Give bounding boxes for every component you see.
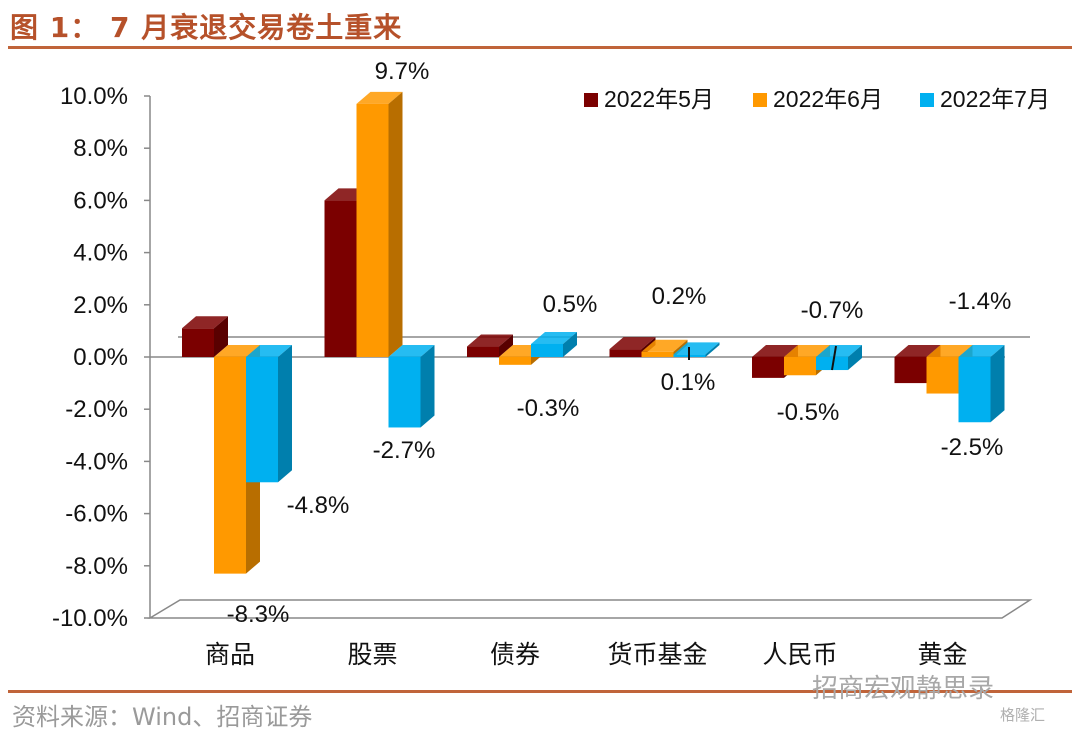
- data-label: -4.8%: [287, 492, 350, 519]
- chart-floor: [147, 599, 1033, 619]
- y-tick-label: -2.0%: [65, 396, 128, 423]
- y-tick-label: -4.0%: [65, 448, 128, 475]
- bar-0-2: [467, 334, 513, 357]
- y-tick-label: -6.0%: [65, 501, 128, 528]
- x-category-label: 人民币: [762, 641, 837, 669]
- bar-front: [388, 357, 421, 428]
- bar-front: [894, 357, 927, 384]
- bar-top: [673, 342, 720, 355]
- legend-swatch: [753, 93, 767, 107]
- legend-swatch: [584, 93, 598, 107]
- bar-front: [816, 357, 848, 371]
- data-label: -2.5%: [941, 434, 1004, 461]
- bar-side: [420, 345, 435, 428]
- site-watermark: 格隆汇: [1000, 706, 1046, 724]
- data-label: -0.5%: [777, 399, 840, 426]
- data-label: 9.7%: [375, 58, 430, 85]
- bar-front: [752, 357, 784, 378]
- y-tick-label: 10.0%: [60, 83, 128, 110]
- source-note: 资料来源：Wind、招商证券: [12, 703, 313, 731]
- bar-0-0: [182, 316, 228, 357]
- legend-label: 2022年6月: [773, 86, 883, 112]
- bar-front: [609, 349, 642, 357]
- legend-swatch: [920, 93, 934, 107]
- bar-chart: 10.0% 8.0% 6.0% 4.0% 2.0% 0.0% -2.0% -4.0% -6.0%…: [52, 58, 1050, 669]
- x-category-label: 债券: [490, 641, 540, 669]
- y-tick-label: 8.0%: [73, 135, 128, 162]
- data-label: -0.3%: [517, 395, 580, 422]
- y-tick-label: -10.0%: [52, 605, 128, 632]
- bar-0-4: [752, 345, 798, 378]
- y-tick-label: 2.0%: [73, 292, 128, 319]
- data-label: -1.4%: [949, 288, 1012, 315]
- bar-side: [214, 316, 228, 357]
- bar-2-0: [246, 345, 292, 483]
- legend-label: 2022年7月: [940, 86, 1050, 112]
- bar-top: [182, 316, 228, 329]
- bar-front: [214, 357, 246, 574]
- bar-side: [388, 91, 403, 357]
- bar-2-2: [531, 331, 577, 357]
- bar-top: [926, 345, 973, 357]
- bar-side: [499, 334, 513, 357]
- bar-side: [705, 342, 720, 357]
- bar-side: [848, 345, 862, 371]
- bar-top: [214, 345, 260, 357]
- bar-top: [894, 345, 941, 357]
- wechat-watermark: 招商宏观静思录: [812, 674, 995, 704]
- data-label: -8.3%: [227, 601, 290, 628]
- bar-front: [324, 200, 357, 357]
- bar-side: [563, 331, 577, 357]
- bar-front: [467, 346, 499, 357]
- bar-front: [784, 357, 816, 376]
- bar-top: [958, 345, 1005, 357]
- bar-2-1: [388, 345, 435, 428]
- chart-figure-title: 图 1： 7 月衰退交易卷土重来: [10, 11, 403, 44]
- title-divider: [8, 46, 1072, 49]
- data-label: -0.7%: [801, 297, 864, 324]
- y-tick-label: -8.0%: [65, 553, 128, 580]
- y-tick-label: 6.0%: [73, 187, 128, 214]
- bar-front: [641, 351, 674, 357]
- bar-top: [641, 339, 688, 352]
- bar-front: [356, 103, 389, 357]
- data-label: 0.2%: [652, 283, 707, 310]
- bar-front: [531, 343, 563, 357]
- bar-front: [182, 328, 214, 357]
- bar-top: [784, 345, 830, 357]
- bar-top: [609, 337, 656, 350]
- y-tick-label: 4.0%: [73, 240, 128, 267]
- bar-2-5: [958, 345, 1005, 423]
- y-tick-label: 0.0%: [73, 344, 128, 371]
- leader-line: [831, 345, 837, 371]
- x-category-label: 商品: [205, 641, 255, 669]
- bar-front: [926, 357, 959, 394]
- bar-front: [246, 357, 278, 483]
- x-category-label: 黄金: [917, 641, 967, 669]
- bar-top: [531, 331, 577, 344]
- footer-divider: [8, 690, 1072, 693]
- bar-top: [816, 345, 862, 357]
- bar-side: [278, 345, 292, 483]
- bar-1-1: [356, 91, 403, 357]
- x-category-label: 货币基金: [607, 641, 707, 669]
- bar-top: [246, 345, 292, 357]
- bar-front: [499, 357, 531, 365]
- data-label: -2.7%: [373, 437, 436, 464]
- bar-top: [467, 334, 513, 347]
- bar-top: [356, 91, 403, 104]
- bar-top: [388, 345, 435, 357]
- legend-label: 2022年5月: [604, 86, 714, 112]
- bar-top: [752, 345, 798, 357]
- data-label: 0.1%: [661, 369, 716, 396]
- bar-side: [990, 345, 1005, 423]
- data-label: 0.5%: [543, 291, 598, 318]
- bar-2-4: [816, 345, 862, 371]
- bar-front: [958, 357, 991, 423]
- x-category-label: 股票: [347, 641, 397, 669]
